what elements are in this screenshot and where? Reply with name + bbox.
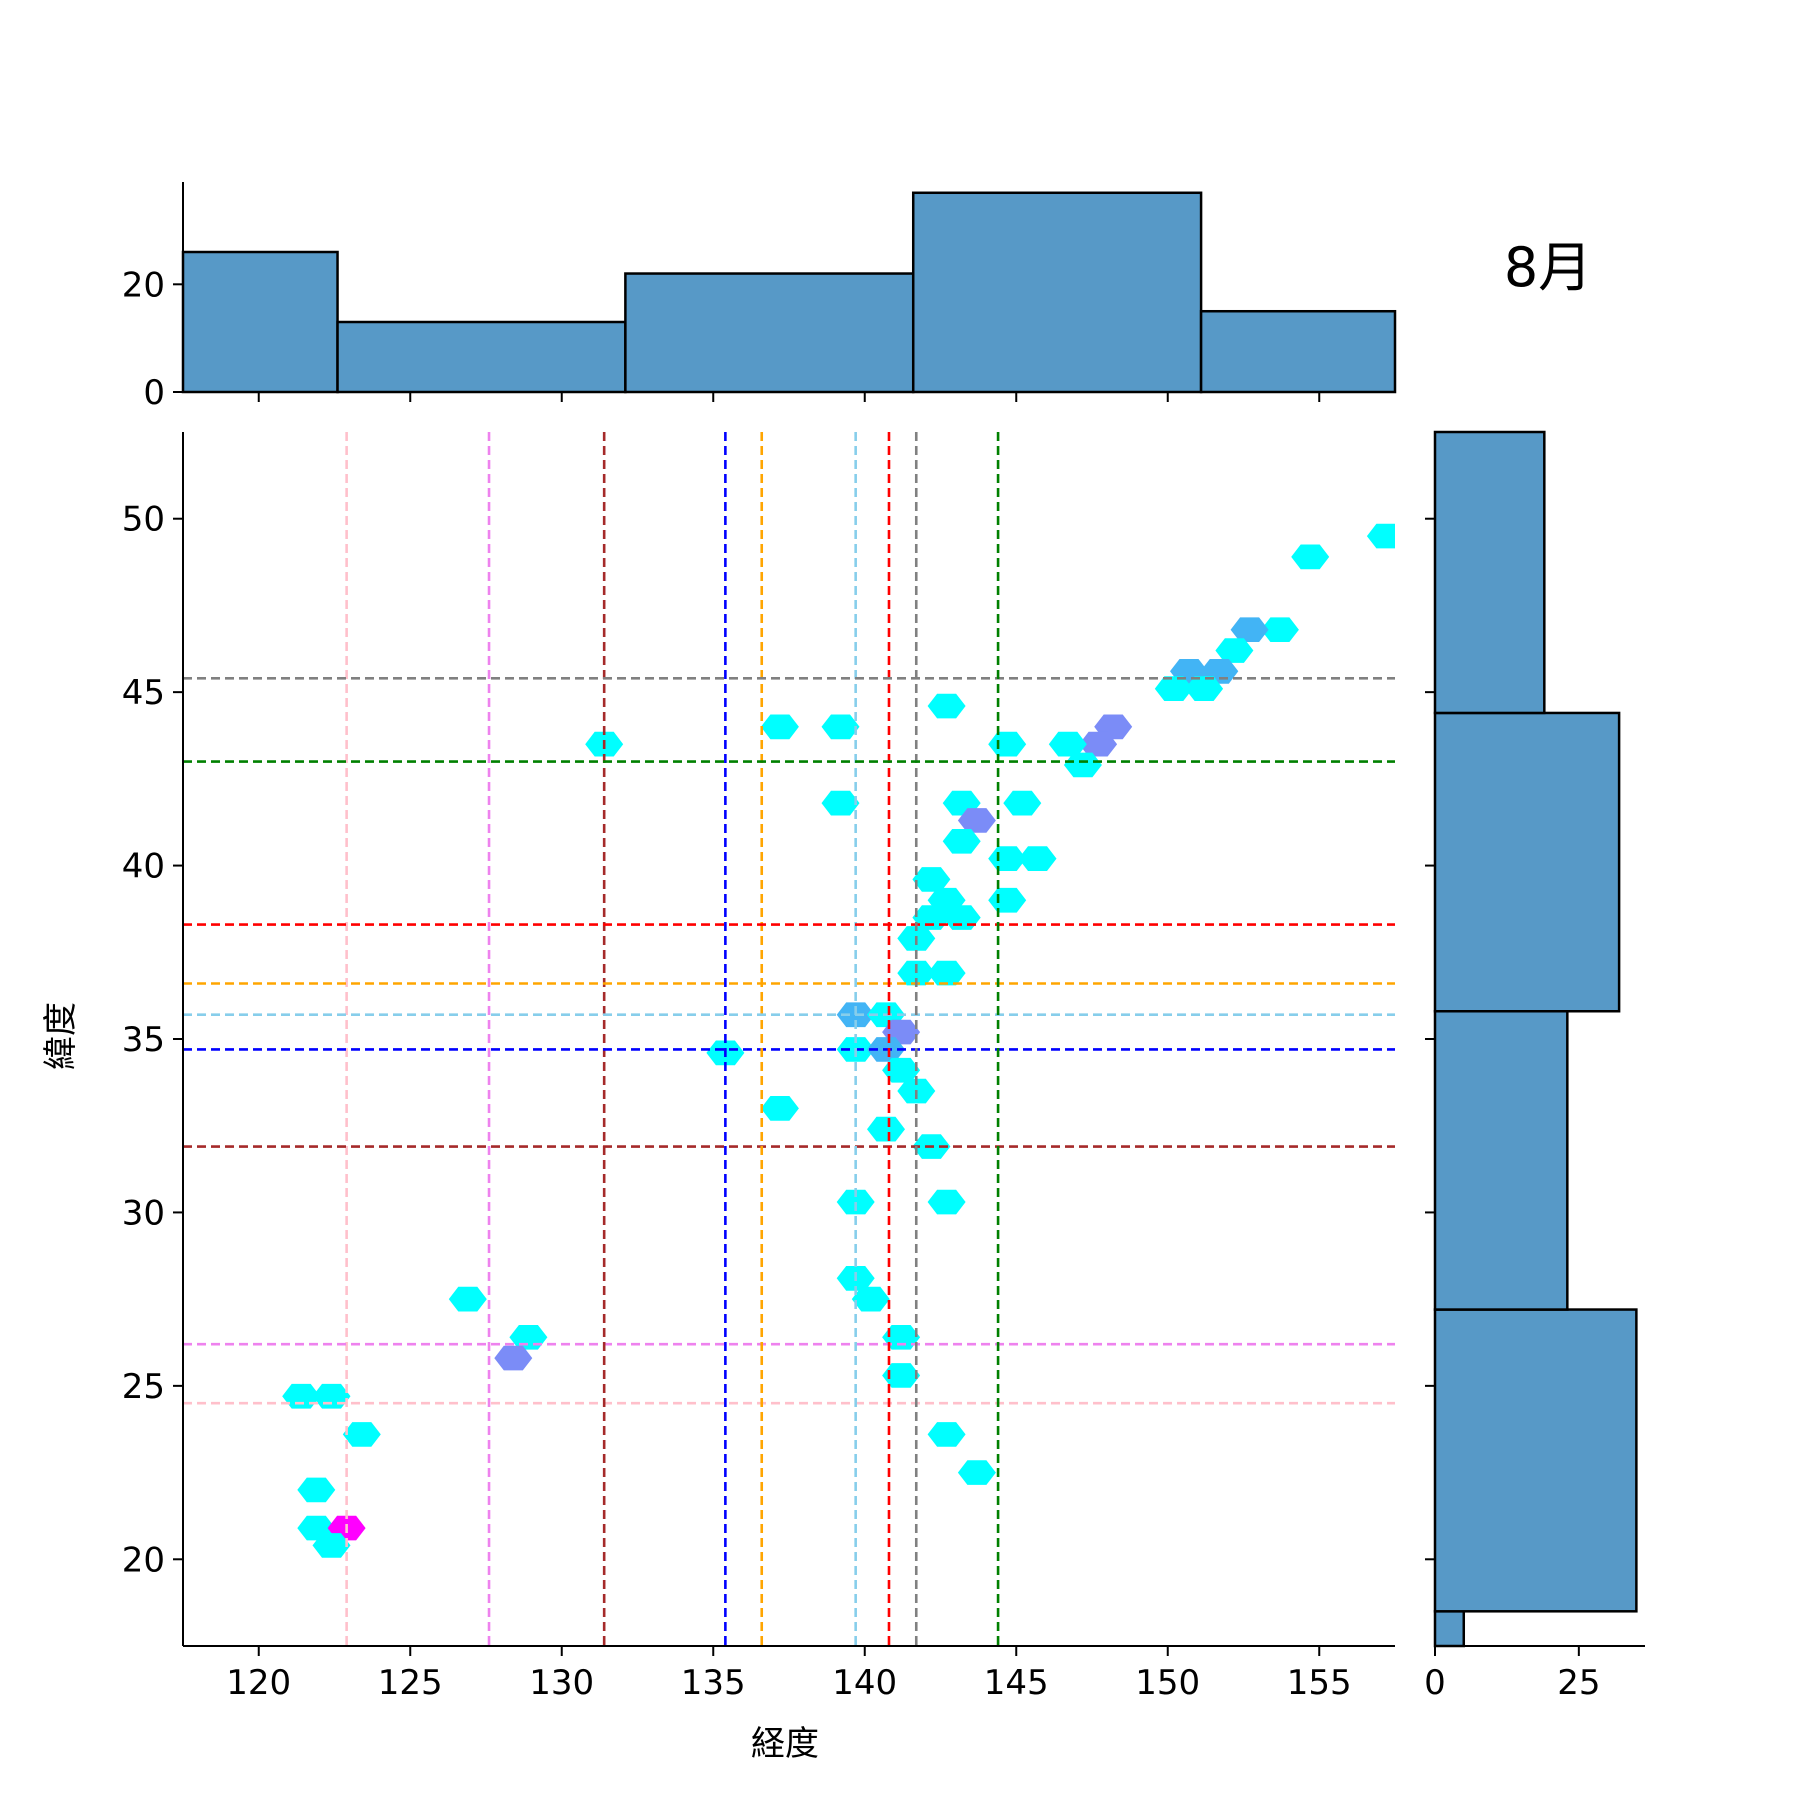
hexbin: [312, 1533, 351, 1558]
latitude-histogram-bar: [1433, 711, 1621, 1013]
latitude-histogram-bar: [1433, 1010, 1569, 1311]
hexbin: [312, 1383, 351, 1409]
hexbin: [927, 1422, 966, 1447]
hexbin: [821, 790, 860, 816]
latitude-histogram-bar: [1433, 1610, 1466, 1648]
hexbin: [494, 1345, 533, 1371]
y-tick-label: 50: [122, 500, 165, 540]
hexbin: [867, 1116, 905, 1142]
longitude-histogram: 0 20: [122, 182, 1397, 413]
hexbin: [988, 887, 1027, 913]
plot-area: [183, 432, 1395, 1646]
hexbin: [760, 714, 799, 740]
x-tick-label: 140: [832, 1663, 897, 1703]
hexbin: [448, 1286, 487, 1312]
hexbin: [1215, 638, 1254, 663]
y-tick-label: 20: [122, 1540, 165, 1580]
right-hist-x-tick-label: 25: [1557, 1663, 1600, 1703]
y-tick-label: 25: [122, 1367, 165, 1407]
x-tick-label: 135: [681, 1663, 746, 1703]
hexbin: [927, 960, 966, 986]
month-label: 8月: [1504, 236, 1592, 299]
hexbin: [927, 693, 966, 719]
longitude-histogram-bar: [336, 320, 627, 394]
hexbin: [988, 731, 1027, 757]
top-hist-y-tick-label: 20: [122, 265, 165, 305]
hexbin: [897, 960, 936, 986]
hexbin: [342, 1422, 381, 1447]
y-tick-label: 35: [122, 1020, 165, 1060]
hexbin: [942, 829, 981, 854]
x-axis-title: 経度: [751, 1724, 819, 1764]
hexbin: [760, 1096, 799, 1121]
hexbin: [1260, 617, 1299, 642]
longitude-histogram-bar: [1199, 309, 1397, 394]
hexbin-plot: 120 125 130 135 140 145 150 155 20 25 30 35 40 45 50: [122, 432, 1395, 1703]
hexbin: [882, 1057, 921, 1083]
hexbin: [1230, 617, 1269, 642]
latitude-histogram: 0 25: [1424, 430, 1645, 1703]
top-hist-y-tick-label: 0: [143, 373, 165, 413]
hexbin: [957, 1460, 996, 1485]
latitude-histogram-bar: [1433, 430, 1546, 715]
hexbin: [1063, 752, 1102, 778]
hexbin: [912, 867, 951, 892]
longitude-histogram-bar: [181, 250, 339, 394]
hexbin: [1154, 676, 1193, 701]
y-tick-label: 45: [122, 673, 165, 713]
y-tick-label: 30: [122, 1193, 165, 1233]
longitude-histogram-bar: [624, 272, 915, 394]
x-tick-label: 120: [226, 1663, 291, 1703]
hexbin: [957, 808, 996, 833]
hexbin: [1291, 544, 1330, 570]
latitude-histogram-bar: [1433, 1308, 1638, 1613]
x-tick-label: 130: [529, 1663, 594, 1703]
hexbin: [821, 714, 860, 740]
x-tick-label: 125: [378, 1663, 443, 1703]
longitude-histogram-bar: [911, 191, 1203, 394]
hexbin: [1018, 846, 1057, 871]
hexbin: [1185, 676, 1224, 701]
hexbin: [927, 1189, 966, 1215]
hexbin: [1079, 731, 1118, 757]
hexbin: [851, 1286, 890, 1312]
hexbin: [297, 1477, 336, 1503]
hexbin: [1003, 790, 1042, 816]
hexbin: [1366, 523, 1395, 549]
right-hist-x-tick-label: 0: [1424, 1663, 1446, 1703]
x-tick-label: 150: [1135, 1663, 1200, 1703]
y-tick-label: 40: [122, 847, 165, 887]
x-tick-label: 155: [1287, 1663, 1352, 1703]
hexbin: [1048, 731, 1087, 757]
hexbin: [882, 1363, 921, 1388]
y-axis-title: 緯度: [41, 1002, 81, 1070]
x-tick-label: 145: [984, 1663, 1049, 1703]
